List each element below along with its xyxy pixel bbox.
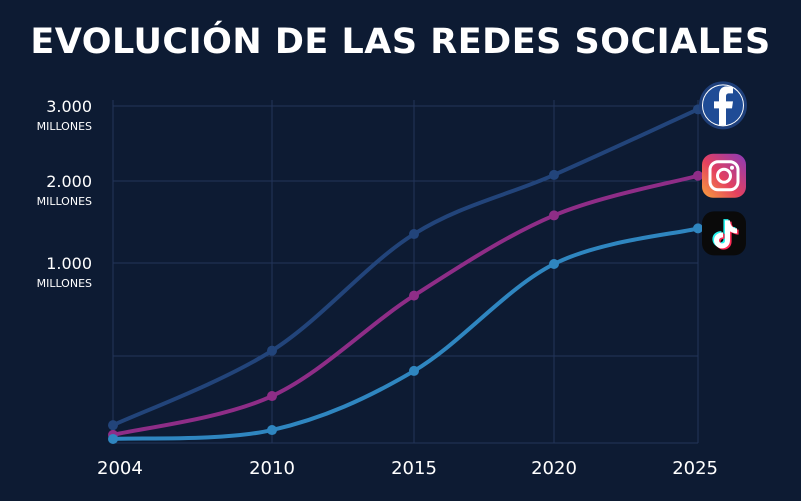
tiktok-note-glyph (714, 220, 737, 249)
x-tick-label: 2015 (391, 458, 437, 479)
instagram-lens (716, 167, 732, 184)
facebook-icon (699, 81, 747, 130)
data-point (267, 425, 277, 436)
data-point (409, 229, 419, 240)
x-tick-label: 2004 (97, 458, 143, 479)
tiktok-icon (702, 211, 746, 256)
x-tick-label: 2020 (531, 458, 577, 479)
y-tick-unit: MILLONES (37, 195, 92, 208)
instagram-frame (708, 160, 740, 192)
data-point (549, 210, 559, 221)
chart-title: EVOLUCIÓN DE LAS REDES SOCIALES (30, 22, 771, 62)
x-axis-ticks: 2004 2010 2015 2020 2025 (97, 458, 718, 479)
y-tick-unit: MILLONES (37, 277, 92, 290)
data-point (693, 223, 703, 234)
x-tick-label: 2025 (672, 458, 718, 479)
series-line (111, 173, 700, 437)
series-line (111, 226, 700, 441)
data-point (693, 170, 703, 181)
data-point (549, 169, 559, 180)
data-point (549, 259, 559, 270)
data-point (108, 420, 118, 431)
series-lines (111, 107, 700, 441)
grid (112, 100, 699, 444)
data-point (409, 365, 419, 376)
series-icons (699, 81, 747, 256)
data-point (409, 290, 419, 301)
data-point (267, 391, 277, 402)
instagram-icon (702, 153, 746, 198)
series-points (108, 104, 703, 444)
data-point (108, 433, 118, 444)
y-tick-label: 1.000 (46, 254, 92, 273)
data-point (267, 345, 277, 356)
y-axis-ticks: 3.000 MILLONES 2.000 MILLONES 1.000 MILLONES (37, 97, 92, 290)
y-tick-label: 2.000 (46, 172, 92, 191)
y-tick-label: 3.000 (46, 97, 92, 116)
facebook-f-glyph (714, 86, 733, 126)
y-tick-unit: MILLONES (37, 120, 92, 133)
instagram-dot (730, 165, 734, 170)
x-tick-label: 2010 (249, 458, 295, 479)
